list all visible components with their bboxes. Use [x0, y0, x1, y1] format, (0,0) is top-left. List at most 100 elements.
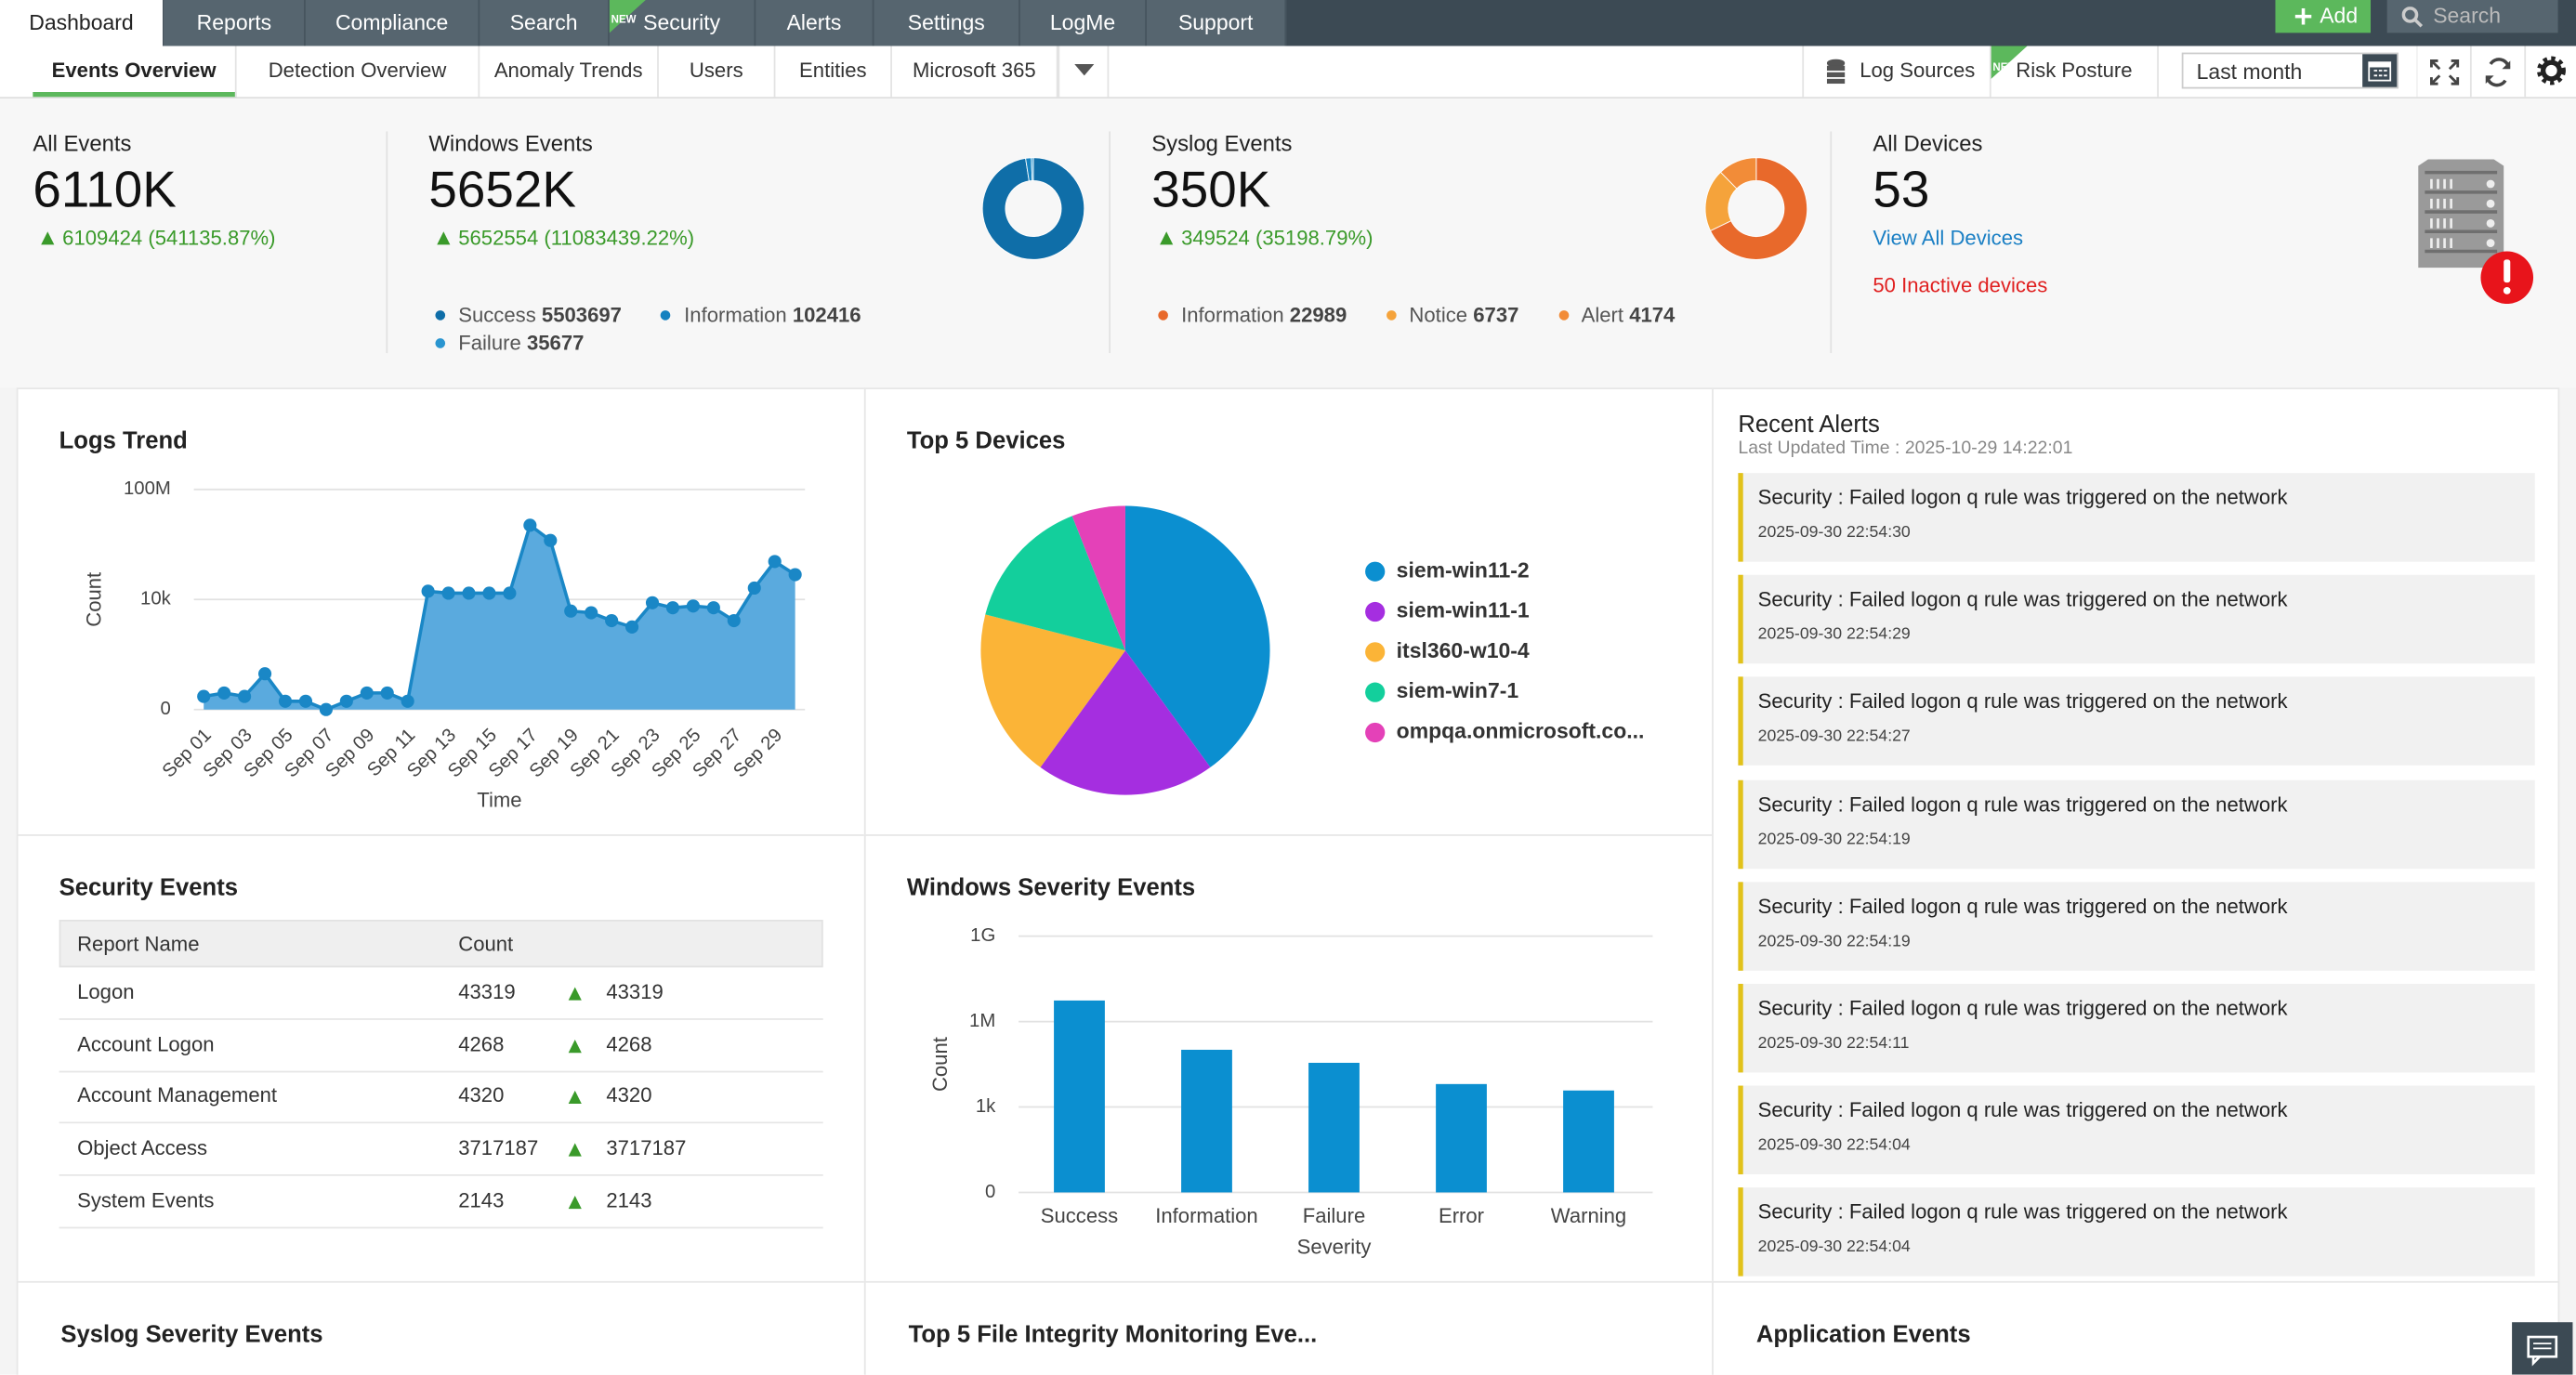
search-icon — [2402, 7, 2424, 28]
separator — [1109, 131, 1111, 353]
alert-item[interactable]: Security : Failed logon q rule was trigg… — [1738, 677, 2534, 766]
alert-item[interactable]: Security : Failed logon q rule was trigg… — [1738, 1086, 2534, 1174]
period-select[interactable]: Last month — [2182, 53, 2399, 89]
legend-item: Information 102416 — [661, 304, 861, 327]
separator — [386, 131, 388, 353]
alert-time: 2025-09-30 22:54:27 — [1758, 728, 1911, 746]
more-tabs[interactable] — [1058, 46, 1109, 97]
legend-dot — [661, 310, 671, 321]
log-sources[interactable]: Log Sources — [1802, 46, 1991, 97]
legend-label: Information — [684, 304, 787, 327]
change: 2143 — [606, 1175, 651, 1226]
sub-tab[interactable]: Anomaly Trends — [480, 46, 659, 97]
change: 3717187 — [606, 1123, 686, 1174]
column-header: Count — [458, 922, 513, 967]
nav-tab[interactable]: SecurityNEW — [610, 0, 756, 46]
up-arrow — [569, 1196, 582, 1209]
report-name[interactable]: System Events — [77, 1175, 214, 1226]
alert-time: 2025-09-30 22:54:19 — [1758, 831, 1911, 848]
view-devices-link[interactable]: View All Devices — [1873, 227, 2047, 250]
legend-label: Information — [1181, 304, 1284, 327]
alert-item[interactable]: Security : Failed logon q rule was trigg… — [1738, 984, 2534, 1072]
report-name[interactable]: Object Access — [77, 1123, 207, 1174]
sub-tab[interactable]: Detection Overview — [237, 46, 480, 97]
panel: Top 5 File Integrity Monitoring Eve... — [864, 1281, 1714, 1375]
nav-tab[interactable]: Support — [1147, 0, 1286, 46]
alert-message: Security : Failed logon q rule was trigg… — [1758, 895, 2288, 918]
alert-time: 2025-09-30 22:54:04 — [1758, 1137, 1911, 1155]
inactive-devices[interactable]: 50 Inactive devices — [1873, 274, 2047, 297]
nav-tab[interactable]: Search — [480, 0, 610, 46]
legend-item: Failure 35677 — [435, 332, 584, 355]
change: 4268 — [606, 1019, 651, 1070]
alert-message: Security : Failed logon q rule was trigg… — [1758, 997, 2288, 1020]
risk-posture[interactable]: NEW Risk Posture — [1991, 46, 2159, 97]
count: 3717187 — [458, 1123, 538, 1174]
card-value: 5652K — [428, 163, 694, 218]
card-title: All Devices — [1873, 131, 2047, 156]
report-name[interactable]: Account Logon — [77, 1019, 214, 1070]
alert-item[interactable]: Security : Failed logon q rule was trigg… — [1738, 575, 2534, 663]
alert-item[interactable]: Security : Failed logon q rule was trigg… — [1738, 882, 2534, 970]
sub-tab[interactable]: Microsoft 365 — [892, 46, 1058, 97]
nav-tab[interactable]: Dashboard — [0, 0, 164, 46]
add-button[interactable]: Add — [2275, 0, 2371, 33]
legend-dot — [1387, 310, 1397, 321]
legend-value: 35677 — [527, 332, 584, 355]
nav-tab[interactable]: Alerts — [756, 0, 874, 46]
table-row: Account Management43204320 — [59, 1071, 823, 1124]
nav-tab-label: Support — [1178, 10, 1254, 35]
card-value: 6110K — [33, 163, 275, 218]
devices-icon — [2412, 156, 2543, 304]
legend-label: Notice — [1409, 304, 1467, 327]
calendar-button[interactable] — [2362, 54, 2397, 86]
up-arrow — [569, 987, 582, 1000]
plus-icon — [2295, 8, 2312, 25]
alert-item[interactable]: Security : Failed logon q rule was trigg… — [1738, 473, 2534, 561]
sub-tab[interactable]: Entities — [775, 46, 892, 97]
table-row: Object Access 3717187 3717187 — [59, 1123, 823, 1176]
alert-message: Security : Failed logon q rule was trigg… — [1758, 486, 2288, 509]
nav-tab[interactable]: Reports — [164, 0, 306, 46]
card-value: 53 — [1873, 163, 2047, 218]
report-name[interactable]: Logon — [77, 967, 134, 1018]
up-arrow — [41, 231, 54, 244]
windows-severity-panel: Windows Severity Events — [864, 834, 1714, 1283]
top-nav: Add Search DashboardReportsComplianceSea… — [0, 0, 2576, 46]
count: 4320 — [458, 1071, 504, 1122]
report-name[interactable]: Account Management — [77, 1071, 277, 1122]
panel-title: Security Events — [59, 875, 238, 901]
syslog-legend: Information 22989Notice 6737Alert 4174 — [1158, 304, 1815, 327]
windows-events-card: Windows Events 5652K 5652554 (11083439.2… — [428, 131, 694, 249]
alert-message: Security : Failed logon q rule was trigg… — [1758, 792, 2288, 816]
change-text: 5652554 (11083439.22%) — [458, 227, 694, 250]
search-box[interactable]: Search — [2387, 0, 2558, 33]
sub-tab[interactable]: Users — [659, 46, 776, 97]
sub-tab[interactable]: Events Overview — [33, 46, 236, 97]
separator — [1830, 131, 1832, 353]
nav-tab-label: Dashboard — [29, 10, 133, 35]
alert-item[interactable]: Security : Failed logon q rule was trigg… — [1738, 1188, 2534, 1277]
nav-tab[interactable]: LogMe — [1020, 0, 1147, 46]
panel-title: Syslog Severity Events — [60, 1322, 322, 1348]
devices-card: All Devices 53 View All Devices 50 Inact… — [1873, 131, 2047, 297]
chat-button[interactable] — [2512, 1322, 2572, 1375]
legend-label: Failure — [458, 332, 521, 355]
legend-value: 5503697 — [542, 304, 622, 327]
new-badge-text: NEW — [1992, 45, 2017, 94]
alert-message: Security : Failed logon q rule was trigg… — [1758, 588, 2288, 611]
up-arrow — [569, 1040, 582, 1053]
panel-title: Logs Trend — [59, 428, 188, 454]
nav-tab-label: LogMe — [1050, 10, 1115, 35]
search-placeholder: Search — [2433, 0, 2501, 33]
sub-nav: Log Sources NEW Risk Posture Last month … — [0, 46, 2576, 98]
count: 43319 — [458, 967, 515, 1018]
toolbar-icons[interactable] — [2417, 46, 2576, 97]
nav-tab[interactable]: Compliance — [306, 0, 480, 46]
up-arrow — [1160, 231, 1173, 244]
legend-item: Notice 6737 — [1387, 304, 1519, 327]
legend-dot — [1158, 310, 1168, 321]
period-label: Last month — [2197, 59, 2303, 85]
alert-item[interactable]: Security : Failed logon q rule was trigg… — [1738, 779, 2534, 868]
nav-tab[interactable]: Settings — [874, 0, 1019, 46]
